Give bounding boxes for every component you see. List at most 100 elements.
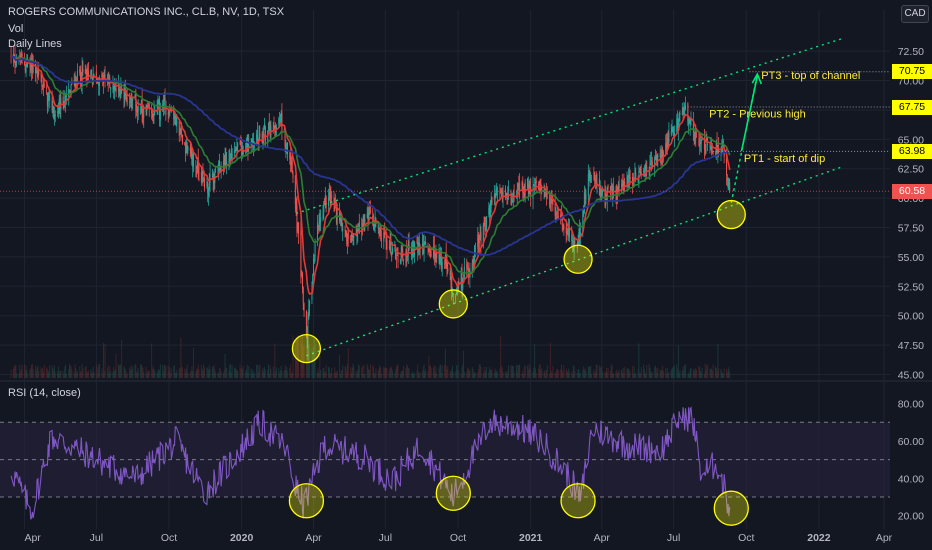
candle-body	[174, 115, 176, 125]
volume-bar	[588, 366, 590, 378]
candle-body	[31, 61, 33, 71]
candle-body	[715, 142, 717, 159]
volume-bar	[240, 368, 242, 378]
candle-body	[635, 171, 637, 178]
volume-bar	[549, 342, 551, 378]
volume-bar	[673, 366, 675, 378]
candle-body	[207, 187, 209, 197]
candle-body	[668, 132, 670, 143]
volume-bar	[638, 343, 640, 378]
candle-body	[414, 242, 416, 256]
volume-bar	[18, 373, 20, 378]
candle-body	[113, 87, 115, 91]
volume-bar	[515, 365, 517, 378]
volume-bar	[329, 372, 331, 378]
candle-body	[279, 120, 281, 122]
volume-bar	[414, 373, 416, 378]
candle-body	[457, 281, 459, 292]
volume-bar	[234, 368, 236, 378]
volume-bar	[552, 366, 554, 378]
volume-bar	[427, 371, 429, 378]
candle-body	[65, 94, 67, 97]
volume-bar	[179, 367, 181, 378]
candle-body	[703, 137, 705, 149]
volume-bar	[213, 365, 215, 378]
volume-bar	[562, 372, 564, 378]
currency-button[interactable]: CAD	[901, 5, 929, 23]
volume-bar	[97, 372, 99, 378]
volume-bar	[212, 366, 214, 378]
candle-body	[458, 281, 460, 284]
candle-body	[403, 258, 405, 260]
candle-body	[510, 191, 512, 197]
volume-bar	[258, 365, 260, 378]
volume-bar	[506, 373, 508, 378]
volume-bar	[568, 372, 570, 378]
volume-bar	[298, 338, 300, 378]
volume-bar	[264, 369, 266, 378]
candle-body	[418, 242, 420, 247]
candle-body	[229, 155, 231, 160]
candle-body	[562, 227, 564, 229]
volume-bar	[334, 367, 336, 378]
volume-bar	[490, 369, 492, 378]
volume-bar	[484, 372, 486, 378]
volume-bar	[256, 364, 258, 378]
candle-body	[342, 228, 344, 231]
circled-low-marker	[291, 333, 322, 364]
volume-bar	[164, 367, 166, 378]
x-tick-label: Apr	[305, 532, 322, 544]
volume-bar	[660, 369, 662, 378]
volume-bar	[628, 368, 630, 378]
candle-body	[579, 232, 581, 235]
volume-bar	[121, 339, 123, 378]
candle-body	[37, 70, 39, 75]
volume-bar	[27, 373, 29, 378]
x-tick-label: Oct	[738, 532, 754, 544]
volume-bar	[455, 371, 457, 378]
volume-bar	[717, 343, 719, 378]
volume-bar	[108, 372, 110, 378]
candle-body	[68, 88, 70, 97]
volume-bar	[147, 370, 149, 378]
volume-bar	[651, 372, 653, 378]
daily-lines-label: Daily Lines	[8, 38, 62, 50]
y-tick-label: 57.50	[898, 223, 924, 235]
volume-bar	[245, 372, 247, 378]
candle-body	[317, 226, 319, 228]
volume-bar	[48, 371, 50, 378]
volume-bar	[169, 367, 171, 378]
volume-bar	[218, 373, 220, 378]
volume-bar	[102, 343, 104, 378]
candle-body	[192, 153, 194, 167]
candle-body	[682, 107, 684, 112]
candle-body	[259, 132, 261, 137]
volume-bar	[497, 372, 499, 378]
candle-body	[346, 232, 348, 242]
volume-bar	[51, 365, 53, 378]
volume-bar	[527, 365, 529, 378]
candle-body	[331, 195, 333, 198]
volume-bar	[422, 366, 424, 378]
volume-bar	[704, 364, 706, 378]
volume-bar	[643, 368, 645, 378]
volume-bar	[428, 355, 430, 378]
candle-body	[51, 99, 53, 111]
candle-body	[143, 107, 145, 118]
candle-body	[300, 230, 302, 276]
candle-body	[119, 93, 121, 95]
candle-body	[195, 167, 197, 169]
volume-bar	[566, 370, 568, 378]
volume-bar	[463, 371, 465, 378]
volume-bar	[80, 372, 82, 378]
volume-bar	[286, 371, 288, 378]
candle-body	[298, 222, 300, 234]
volume-bar	[678, 373, 680, 378]
channel-upper-line	[295, 37, 844, 215]
candle-body	[594, 171, 596, 181]
candle-body	[694, 133, 696, 135]
candle-body	[700, 141, 702, 144]
volume-bar	[418, 372, 420, 378]
axis-layer: Apr Jul Oct 2020 Apr Jul Oct 2021 Apr Jul Oct 2022 A…	[24, 46, 924, 544]
volume-bar	[131, 368, 133, 378]
